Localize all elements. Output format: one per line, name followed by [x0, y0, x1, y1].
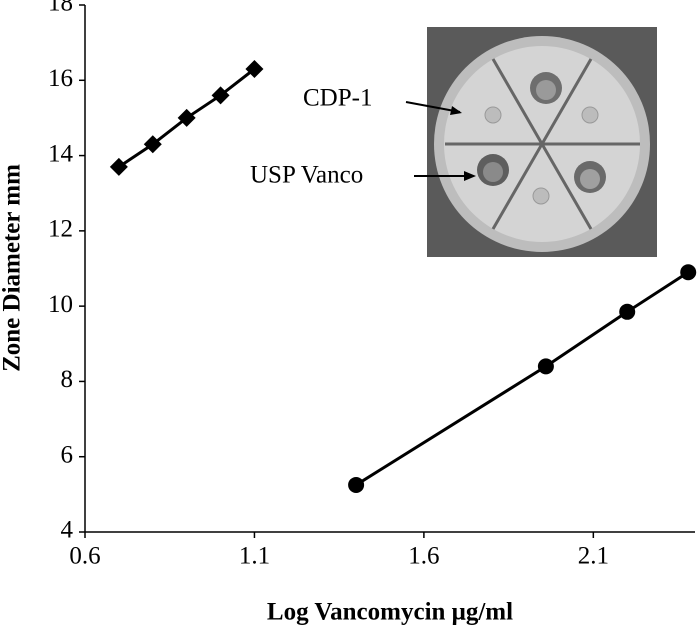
y-tick-label: 6: [61, 441, 74, 468]
diamond-marker: [211, 86, 230, 105]
circle-marker: [680, 264, 697, 281]
x-tick-label: 2.1: [578, 543, 609, 570]
annotation: CDP-1: [303, 85, 372, 112]
x-tick-label: 1.6: [408, 543, 439, 570]
inset-photo: [427, 27, 657, 257]
x-axis-title: Log Vancomycin μg/ml: [267, 599, 513, 626]
annotation: USP Vanco: [250, 162, 363, 189]
circle-marker: [619, 303, 636, 320]
diamond-marker: [177, 108, 196, 127]
annotation-arrowhead: [450, 106, 462, 115]
y-tick-label: 4: [61, 517, 74, 544]
y-tick-label: 18: [48, 0, 73, 17]
diamond-marker: [143, 135, 162, 154]
data-line: [355, 271, 690, 487]
diamond-marker: [245, 59, 264, 78]
diamond-marker: [109, 157, 128, 176]
y-tick-label: 14: [48, 140, 74, 167]
x-tick-label: 0.6: [69, 543, 100, 570]
x-tick-label: 1.1: [239, 543, 270, 570]
annotation-arrowhead: [464, 171, 476, 181]
annotation-arrow: [405, 101, 461, 113]
y-tick-label: 8: [61, 366, 74, 393]
y-tick-label: 16: [48, 65, 73, 92]
y-tick-label: 10: [48, 291, 73, 318]
circle-marker: [537, 358, 554, 375]
y-tick-label: 12: [48, 216, 73, 243]
circle-marker: [348, 476, 365, 493]
y-axis-title: Zone Diameter mm: [0, 164, 26, 372]
